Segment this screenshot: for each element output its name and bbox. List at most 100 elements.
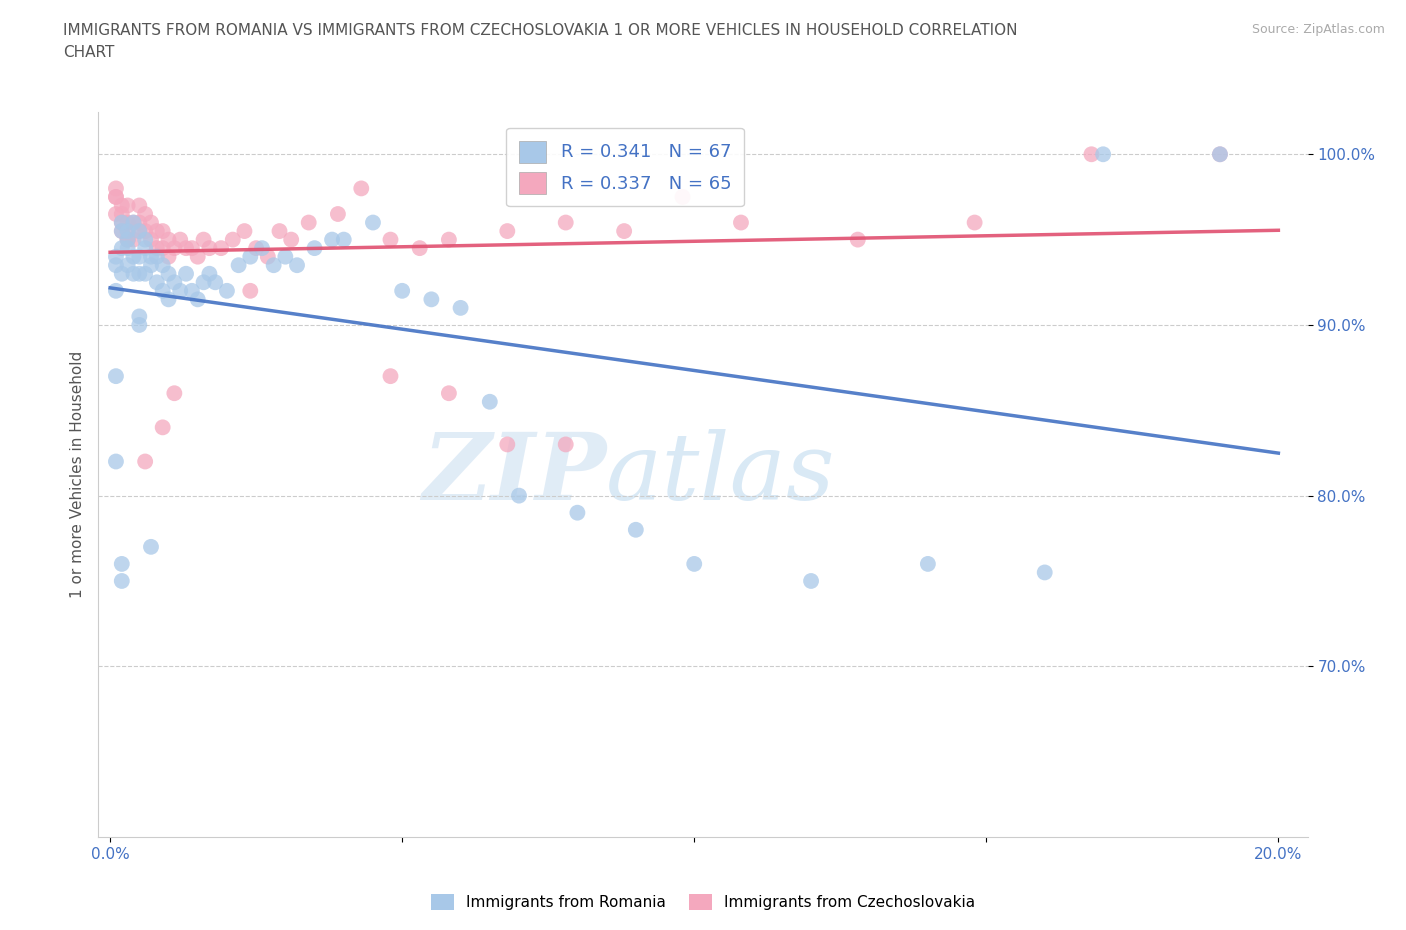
Point [117,223,139,238]
Point [193,232,215,247]
Point [152,241,174,256]
Point [409,241,432,256]
Point [917,556,939,571]
Point [117,232,139,247]
Point [269,223,291,238]
Point [104,206,127,221]
Point [104,190,127,205]
Point [567,505,589,520]
Point [104,190,127,205]
Point [437,232,460,247]
Point [380,368,402,383]
Point [111,206,134,221]
Point [104,454,127,469]
Point [157,292,180,307]
Point [111,215,134,230]
Point [146,241,169,256]
Point [1092,147,1115,162]
Point [478,394,501,409]
Point [846,232,869,247]
Point [730,215,752,230]
Point [198,266,221,281]
Point [245,241,267,256]
Point [391,284,413,299]
Point [128,223,150,238]
Point [139,258,162,272]
Point [157,249,180,264]
Point [215,284,238,299]
Point [157,232,180,247]
Point [508,488,530,503]
Point [139,215,162,230]
Point [193,275,215,290]
Point [169,232,191,247]
Point [157,266,180,281]
Point [117,215,139,230]
Point [111,223,134,238]
Point [233,223,256,238]
Point [180,284,202,299]
Point [174,266,197,281]
Point [111,556,134,571]
Point [111,198,134,213]
Point [152,284,174,299]
Point [554,215,576,230]
Point [152,420,174,435]
Text: atlas: atlas [606,430,835,519]
Point [180,241,202,256]
Point [117,198,139,213]
Point [1080,147,1102,162]
Point [117,223,139,238]
Point [613,223,636,238]
Point [104,284,127,299]
Legend: R = 0.341   N = 67, R = 0.337   N = 65: R = 0.341 N = 67, R = 0.337 N = 65 [506,128,744,206]
Point [117,241,139,256]
Point [671,190,693,205]
Point [163,241,186,256]
Point [239,284,262,299]
Point [117,232,139,247]
Point [437,386,460,401]
Point [117,258,139,272]
Point [146,249,169,264]
Point [187,292,209,307]
Text: ZIP: ZIP [422,430,606,519]
Point [117,232,139,247]
Point [111,266,134,281]
Point [104,249,127,264]
Point [380,232,402,247]
Point [326,206,349,221]
Point [256,249,278,264]
Point [128,309,150,324]
Point [1209,147,1232,162]
Point [321,232,343,247]
Point [104,368,127,383]
Point [304,241,326,256]
Point [963,215,986,230]
Point [1033,565,1056,580]
Point [104,258,127,272]
Point [361,215,384,230]
Point [134,206,156,221]
Point [152,223,174,238]
Point [228,258,250,272]
Point [111,574,134,589]
Point [146,223,169,238]
Point [111,215,134,230]
Point [134,454,156,469]
Point [239,249,262,264]
Point [420,292,443,307]
Point [285,258,308,272]
Point [139,539,162,554]
Point [1209,147,1232,162]
Point [209,241,232,256]
Point [111,241,134,256]
Point [280,232,302,247]
Text: Source: ZipAtlas.com: Source: ZipAtlas.com [1251,23,1385,36]
Point [163,275,186,290]
Point [128,215,150,230]
Point [274,249,297,264]
Point [152,258,174,272]
Point [250,241,273,256]
Point [496,223,519,238]
